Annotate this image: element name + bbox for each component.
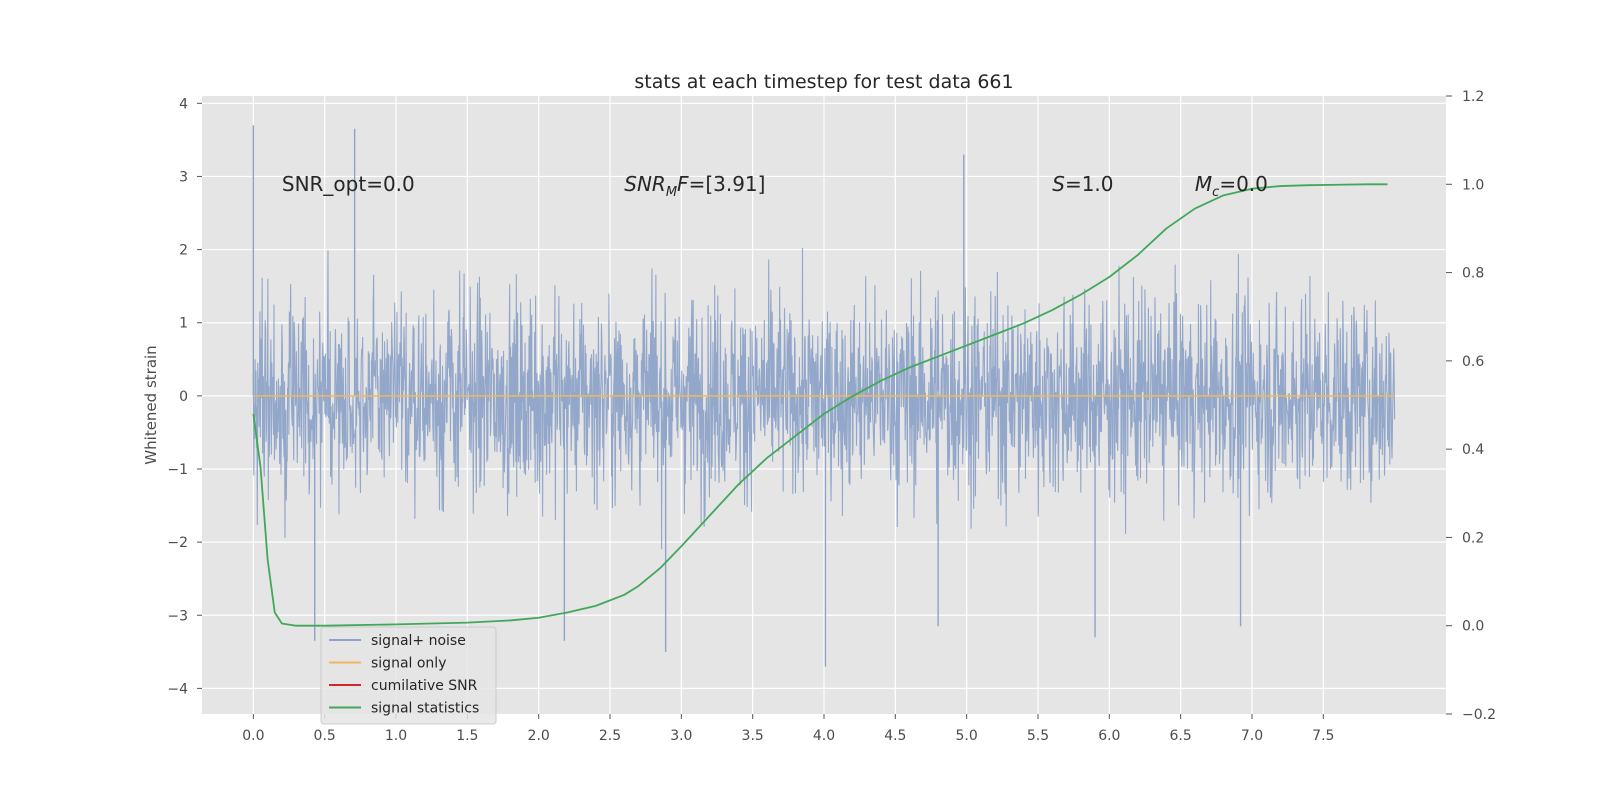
x-tick-label: 5.0 — [956, 728, 978, 744]
y2-tick-label: 0.2 — [1462, 530, 1484, 546]
legend-label: signal+ noise — [371, 633, 466, 649]
y-axis-label: Whitened strain — [142, 345, 160, 464]
x-tick-label: 0.5 — [314, 728, 336, 744]
x-tick-label: 2.5 — [599, 728, 621, 744]
line-series — [252, 183, 1395, 627]
x-tick-label: 6.5 — [1170, 728, 1192, 744]
y-tick-label: 2 — [179, 243, 188, 259]
y2-tick-label: 0.8 — [1462, 266, 1484, 282]
y2-tick-label: 0.4 — [1462, 442, 1484, 458]
y-tick-label: 4 — [179, 96, 188, 112]
annotation-text: SNR_opt=0.0 — [282, 172, 415, 196]
series-signal-statistics-line — [252, 183, 1388, 627]
legend-label: signal only — [371, 656, 446, 672]
y-tick-label: 0 — [179, 389, 188, 405]
y2-tick-label: 1.0 — [1462, 177, 1484, 193]
annotation-text: Mc=0.0 — [1195, 172, 1268, 200]
x-tick-label: 7.0 — [1241, 728, 1263, 744]
y-tick-label: −4 — [167, 681, 188, 697]
legend-label: signal statistics — [371, 701, 479, 717]
annotations: SNR_opt=0.0 SNRMF=[3.91] S=1.0 Mc=0.0 — [282, 172, 1268, 200]
chart-title: stats at each timestep for test data 661 — [634, 71, 1013, 93]
annotation-text: SNRMF=[3.91] — [624, 172, 765, 200]
y-tick-label: −3 — [167, 608, 188, 624]
x-tick-label: 1.5 — [456, 728, 478, 744]
legend: signal+ noise signal only cumilative SNR si… — [320, 626, 497, 725]
x-tick-label: 0.0 — [242, 728, 264, 744]
y2-tick-label: 0.0 — [1462, 619, 1484, 635]
x-tick-label: 6.0 — [1098, 728, 1120, 744]
y-tick-label: 1 — [179, 316, 188, 332]
legend-label: cumilative SNR — [371, 678, 478, 694]
x-tick-label: 4.5 — [884, 728, 906, 744]
legend-box — [320, 626, 497, 725]
y-tick-label: −1 — [167, 462, 188, 478]
series-signal-noise-line — [252, 247, 1396, 550]
x-tick-label: 3.5 — [742, 728, 764, 744]
y2-tick-label: 1.2 — [1462, 89, 1484, 105]
y-tick-label: 3 — [179, 169, 188, 185]
axis-ticks: 0.0 0.5 1.0 1.5 2.0 2.5 3.0 3.5 4.0 4.5 5.0 5.5 6.0 6… — [167, 89, 1496, 744]
x-tick-label: 2.0 — [528, 728, 550, 744]
noise-series — [252, 125, 1396, 667]
x-tick-label: 3.0 — [670, 728, 692, 744]
y2-tick-label: 0.6 — [1462, 354, 1484, 370]
x-tick-label: 1.0 — [385, 728, 407, 744]
y2-tick-label: −0.2 — [1462, 707, 1496, 723]
y-tick-label: −2 — [167, 535, 188, 551]
x-tick-label: 5.5 — [1027, 728, 1049, 744]
x-tick-label: 4.0 — [813, 728, 835, 744]
x-tick-label: 7.5 — [1312, 728, 1334, 744]
annotation-text: S=1.0 — [1052, 172, 1113, 196]
